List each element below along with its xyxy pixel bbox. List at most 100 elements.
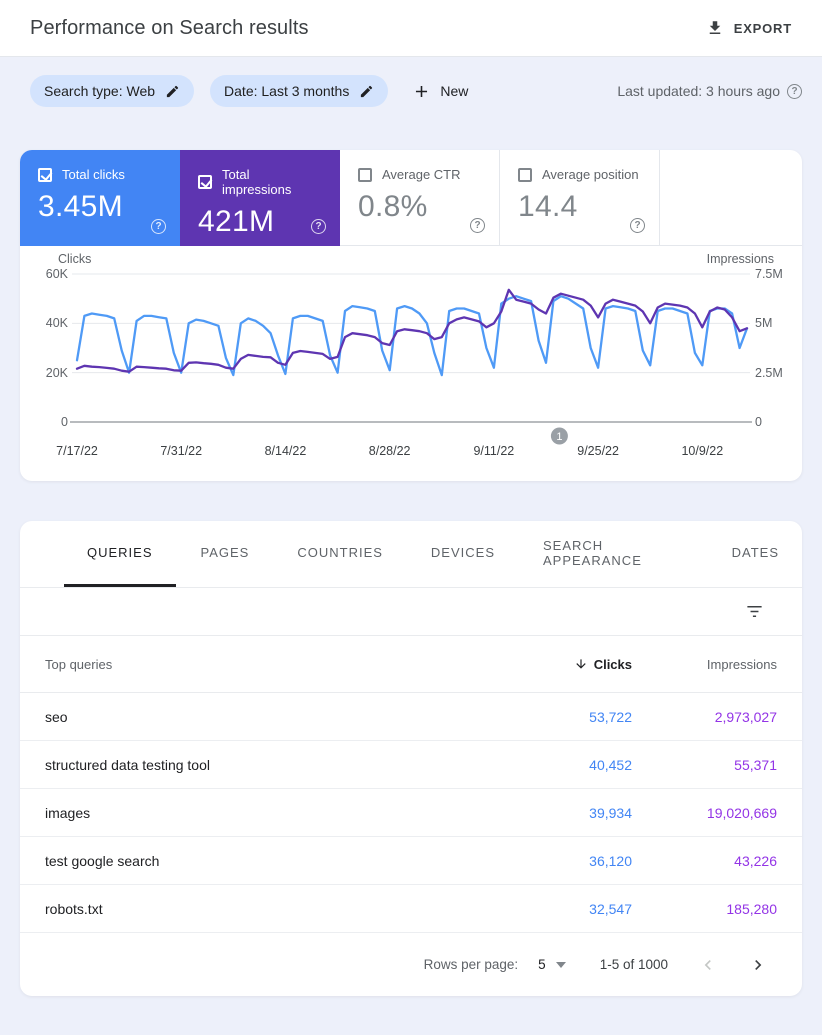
x-axis-tick: 10/9/22: [681, 444, 724, 458]
dimensions-card: QUERIES PAGES COUNTRIES DEVICES SEARCH APPEA…: [20, 521, 802, 996]
export-button[interactable]: EXPORT: [700, 13, 798, 43]
svg-text:1: 1: [556, 431, 562, 443]
next-page-button[interactable]: [744, 951, 772, 979]
rows-per-page-select[interactable]: 5: [538, 957, 566, 972]
total-clicks-checkbox[interactable]: [38, 167, 52, 182]
filter-chip-group: Search type: Web Date: Last 3 months New: [30, 75, 476, 107]
performance-chart: Clicks Impressions 1 60K 40K 20K 0 7.5M 5M 2.…: [20, 246, 802, 481]
plus-icon: [412, 82, 431, 101]
tab-countries[interactable]: COUNTRIES: [297, 545, 383, 560]
table-row[interactable]: robots.txt 32,547 185,280: [20, 885, 802, 933]
filter-bar: Search type: Web Date: Last 3 months New…: [0, 57, 822, 107]
metric-total-clicks[interactable]: Total clicks 3.45M ?: [20, 150, 180, 246]
x-axis-tick: 7/31/22: [160, 444, 203, 458]
pagination-range: 1-5 of 1000: [599, 957, 668, 972]
table-header: Top queries Clicks Impressions: [20, 636, 802, 693]
column-header-clicks[interactable]: Clicks: [502, 657, 632, 672]
total-impressions-checkbox[interactable]: [198, 175, 212, 189]
tab-pages[interactable]: PAGES: [200, 545, 250, 560]
left-axis-tick: 20K: [45, 365, 68, 380]
last-updated: Last updated: 3 hours ago ?: [617, 83, 802, 99]
help-icon[interactable]: ?: [151, 216, 166, 234]
tab-search-appearance[interactable]: SEARCH APPEARANCE: [543, 537, 642, 568]
help-icon[interactable]: ?: [311, 216, 326, 234]
impressions-cell: 2,973,027: [714, 708, 777, 725]
metric-label: Average CTR: [382, 167, 461, 182]
right-axis-tick: 0: [755, 415, 762, 429]
filter-icon: [745, 602, 764, 621]
help-icon[interactable]: ?: [630, 215, 645, 233]
column-header-queries: Top queries: [45, 656, 113, 672]
average-position-value: 14.4: [518, 190, 578, 223]
query-cell: structured data testing tool: [45, 756, 210, 773]
metric-average-ctr[interactable]: Average CTR 0.8% ?: [340, 150, 500, 246]
table-row[interactable]: seo 53,722 2,973,027: [20, 693, 802, 741]
metric-label: Total impressions: [222, 167, 292, 197]
average-ctr-checkbox[interactable]: [358, 167, 372, 182]
tab-dates[interactable]: DATES: [731, 545, 779, 560]
table-row[interactable]: structured data testing tool 40,452 55,371: [20, 741, 802, 789]
right-axis-title: Impressions: [706, 252, 774, 266]
metric-average-position[interactable]: Average position 14.4 ?: [500, 150, 660, 246]
previous-page-button[interactable]: [694, 951, 722, 979]
impressions-cell: 43,226: [734, 852, 777, 869]
chevron-right-icon: [748, 955, 768, 975]
metric-label: Average position: [542, 167, 639, 182]
new-filter-label: New: [440, 83, 469, 99]
impressions-cell: 19,020,669: [706, 804, 777, 821]
metric-total-impressions[interactable]: Total impressions 421M ?: [180, 150, 340, 246]
rows-per-page-value: 5: [538, 957, 546, 972]
metrics-row: Total clicks 3.45M ? Total impressions 4…: [20, 150, 802, 246]
x-axis-tick: 8/28/22: [368, 444, 411, 458]
x-axis-tick: 8/14/22: [264, 444, 307, 458]
query-cell: seo: [45, 708, 68, 725]
average-ctr-value: 0.8%: [358, 190, 428, 223]
clicks-cell: 40,452: [589, 756, 632, 773]
new-filter-button[interactable]: New: [404, 78, 476, 105]
rows-per-page-label: Rows per page:: [423, 957, 519, 972]
x-axis-tick: 7/17/22: [56, 444, 98, 458]
tab-devices[interactable]: DEVICES: [430, 545, 495, 560]
impressions-cell: 185,280: [726, 900, 777, 917]
app-header: Performance on Search results EXPORT: [0, 0, 822, 57]
triangle-down-icon: [555, 961, 566, 968]
clicks-cell: 39,934: [589, 804, 632, 821]
left-axis-tick: 60K: [45, 267, 68, 281]
query-cell: robots.txt: [45, 900, 103, 917]
last-updated-text: Last updated: 3 hours ago: [617, 83, 780, 99]
clicks-line: [75, 295, 749, 377]
total-clicks-value: 3.45M: [38, 190, 123, 223]
x-axis-tick: 9/25/22: [577, 444, 619, 458]
chart-canvas: 1: [70, 273, 752, 445]
metric-label: Total clicks: [62, 167, 125, 182]
date-range-chip-label: Date: Last 3 months: [224, 83, 350, 99]
impressions-line: [75, 288, 749, 373]
tab-queries[interactable]: QUERIES: [64, 521, 176, 587]
table-body: seo 53,722 2,973,027 structured data testin…: [20, 693, 802, 933]
search-type-chip[interactable]: Search type: Web: [30, 75, 195, 107]
page-title: Performance on Search results: [30, 16, 309, 39]
date-range-chip[interactable]: Date: Last 3 months: [210, 75, 389, 107]
chart-annotation-marker[interactable]: 1: [550, 427, 568, 445]
help-icon[interactable]: ?: [787, 83, 802, 99]
query-cell: images: [45, 804, 91, 821]
metrics-filler: [660, 150, 802, 246]
average-position-checkbox[interactable]: [518, 167, 532, 182]
clicks-cell: 32,547: [589, 900, 632, 917]
column-header-impressions[interactable]: Impressions: [706, 656, 777, 672]
export-label: EXPORT: [733, 20, 792, 36]
help-icon[interactable]: ?: [470, 215, 485, 233]
dimension-tabs: QUERIES PAGES COUNTRIES DEVICES SEARCH APPEA…: [20, 521, 802, 588]
left-axis-tick: 0: [61, 415, 68, 429]
right-axis-tick: 2.5M: [755, 365, 783, 380]
impressions-cell: 55,371: [734, 756, 777, 773]
filter-table-button[interactable]: [741, 598, 768, 625]
left-axis-title: Clicks: [58, 252, 92, 266]
edit-icon: [359, 84, 374, 99]
table-row[interactable]: images 39,934 19,020,669: [20, 789, 802, 837]
table-row[interactable]: test google search 36,120 43,226: [20, 837, 802, 885]
sort-desc-icon: [574, 657, 588, 671]
total-impressions-value: 421M: [198, 205, 275, 238]
right-axis-tick: 7.5M: [755, 267, 783, 281]
clicks-cell: 36,120: [589, 852, 632, 869]
